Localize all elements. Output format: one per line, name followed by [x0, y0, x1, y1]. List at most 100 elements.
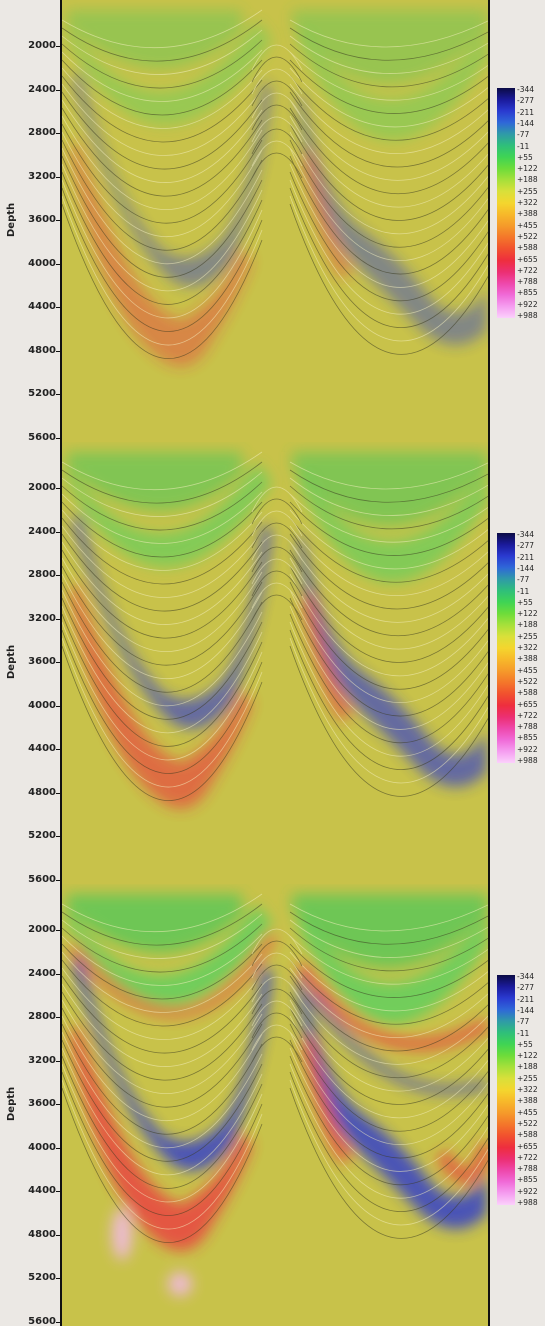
- reflector-lines: [62, 451, 488, 801]
- y-tick-mark: [56, 263, 60, 265]
- colorbar-label: -344: [517, 530, 535, 539]
- colorbar-label: -211: [517, 552, 535, 562]
- colorbar-label: +655: [517, 1141, 538, 1151]
- colorbar-label: -211: [517, 107, 535, 117]
- y-tick-label: 3200: [28, 170, 56, 182]
- colorbar-label: +55: [517, 152, 533, 162]
- colorbar-label: +455: [517, 665, 538, 675]
- reflector-lines: [62, 893, 488, 1243]
- y-tick-label: 4400: [28, 743, 56, 754]
- colorbar-label: +788: [517, 277, 538, 287]
- panel-1: Depth 2000 2400 2800 3200 3600 4000 4400 4800 520…: [0, 0, 545, 443]
- colorbar-label: +588: [517, 688, 538, 698]
- y-tick-mark: [56, 1104, 60, 1105]
- seismic-image: [62, 0, 490, 442]
- colorbar-label: -277: [517, 96, 535, 106]
- y-tick-label: 5200: [28, 388, 56, 399]
- colorbar-label: +988: [517, 1198, 538, 1207]
- panel-3: Depth 2000 2400 2800 3200 3600 4000 4400 4800 520…: [0, 884, 545, 1327]
- colorbar: -344 -277 -211 -144 -77 -11 +55 +122 +188 +255 +32…: [497, 85, 545, 323]
- y-tick-label: 5600: [28, 1315, 56, 1327]
- y-tick-label: 4800: [28, 786, 56, 798]
- y-tick-label: 2000: [28, 924, 56, 935]
- colorbar-label: +788: [517, 722, 538, 732]
- colorbar-label: +588: [517, 1130, 538, 1140]
- colorbar-label: +388: [517, 209, 538, 219]
- colorbar-label: +922: [517, 299, 538, 309]
- y-tick-label: 2400: [28, 83, 56, 95]
- colorbar-label: -277: [517, 541, 535, 551]
- y-tick-mark: [56, 792, 60, 794]
- y-tick-mark: [56, 1321, 60, 1323]
- y-tick-label: 3600: [28, 1098, 56, 1109]
- colorbar-label: -77: [517, 130, 530, 140]
- colorbar-label: +522: [517, 231, 538, 241]
- colorbar-label: -11: [517, 1028, 530, 1038]
- colorbar-label: +188: [517, 1062, 538, 1072]
- y-tick-mark: [56, 662, 60, 663]
- colorbar-label: +922: [517, 1186, 538, 1196]
- y-tick-mark: [56, 394, 60, 395]
- colorbar-label: +522: [517, 1118, 538, 1128]
- colorbar-label: +55: [517, 1039, 533, 1049]
- y-tick-label: 5200: [28, 1272, 56, 1283]
- y-tick-mark: [56, 1147, 60, 1149]
- y-tick-mark: [56, 1278, 60, 1279]
- colorbar-gradient: [497, 88, 515, 318]
- panel-2: Depth 2000 2400 2800 3200 3600 4000 4400 4800 520…: [0, 442, 545, 885]
- colorbar-label: +722: [517, 710, 538, 720]
- colorbar-label: -211: [517, 994, 535, 1004]
- colorbar-label: +855: [517, 1175, 538, 1185]
- seismic-section-svg: [62, 0, 488, 442]
- colorbar-label: -77: [517, 575, 530, 585]
- colorbar-label: +255: [517, 186, 538, 196]
- y-tick-label: 2400: [28, 967, 56, 979]
- colorbar-label: -11: [517, 141, 530, 151]
- seismic-section-svg: [62, 442, 488, 884]
- colorbar-label: +188: [517, 620, 538, 630]
- colorbar-label: +255: [517, 631, 538, 641]
- colorbar-label: -344: [517, 972, 535, 981]
- y-tick-label: 4000: [28, 1141, 56, 1153]
- colorbar-label: -144: [517, 118, 535, 128]
- y-tick-mark: [56, 89, 60, 91]
- y-tick-mark: [56, 879, 60, 881]
- colorbar-label: +255: [517, 1073, 538, 1083]
- y-tick-mark: [56, 1234, 60, 1236]
- y-tick-mark: [56, 749, 60, 750]
- colorbar-label: +322: [517, 643, 538, 652]
- colorbar-label: +388: [517, 654, 538, 664]
- y-tick-mark: [56, 1060, 60, 1062]
- y-tick-mark: [56, 973, 60, 975]
- y-tick-label: 3600: [28, 656, 56, 667]
- colorbar-label: +922: [517, 744, 538, 754]
- y-tick-mark: [56, 220, 60, 221]
- y-tick-mark: [56, 307, 60, 308]
- seismic-section-svg: [62, 884, 488, 1326]
- colorbar-label: +122: [517, 1051, 538, 1061]
- y-tick-label: 4000: [28, 257, 56, 269]
- y-tick-label: 5600: [28, 873, 56, 885]
- y-tick-label: 2000: [28, 40, 56, 51]
- colorbar-label: -144: [517, 563, 535, 573]
- y-tick-label: 3200: [28, 612, 56, 624]
- colorbar-label: -344: [517, 85, 535, 94]
- y-tick-label: 3600: [28, 214, 56, 225]
- colorbar-label: +855: [517, 733, 538, 743]
- colorbar-gradient: [497, 533, 515, 763]
- y-tick-label: 2800: [28, 569, 56, 580]
- y-tick-label: 2400: [28, 525, 56, 537]
- y-tick-mark: [56, 836, 60, 837]
- y-tick-mark: [56, 531, 60, 533]
- y-tick-label: 4000: [28, 699, 56, 711]
- colorbar-label: -277: [517, 983, 535, 993]
- y-tick-label: 4800: [28, 1228, 56, 1240]
- colorbar-gradient: [497, 975, 515, 1205]
- y-tick-mark: [56, 350, 60, 352]
- colorbar-label: +188: [517, 175, 538, 185]
- colorbar-label: +388: [517, 1096, 538, 1106]
- y-tick-mark: [56, 1191, 60, 1192]
- seismic-image: [62, 442, 490, 884]
- y-tick-label: 4400: [28, 1185, 56, 1196]
- colorbar-label: +655: [517, 699, 538, 709]
